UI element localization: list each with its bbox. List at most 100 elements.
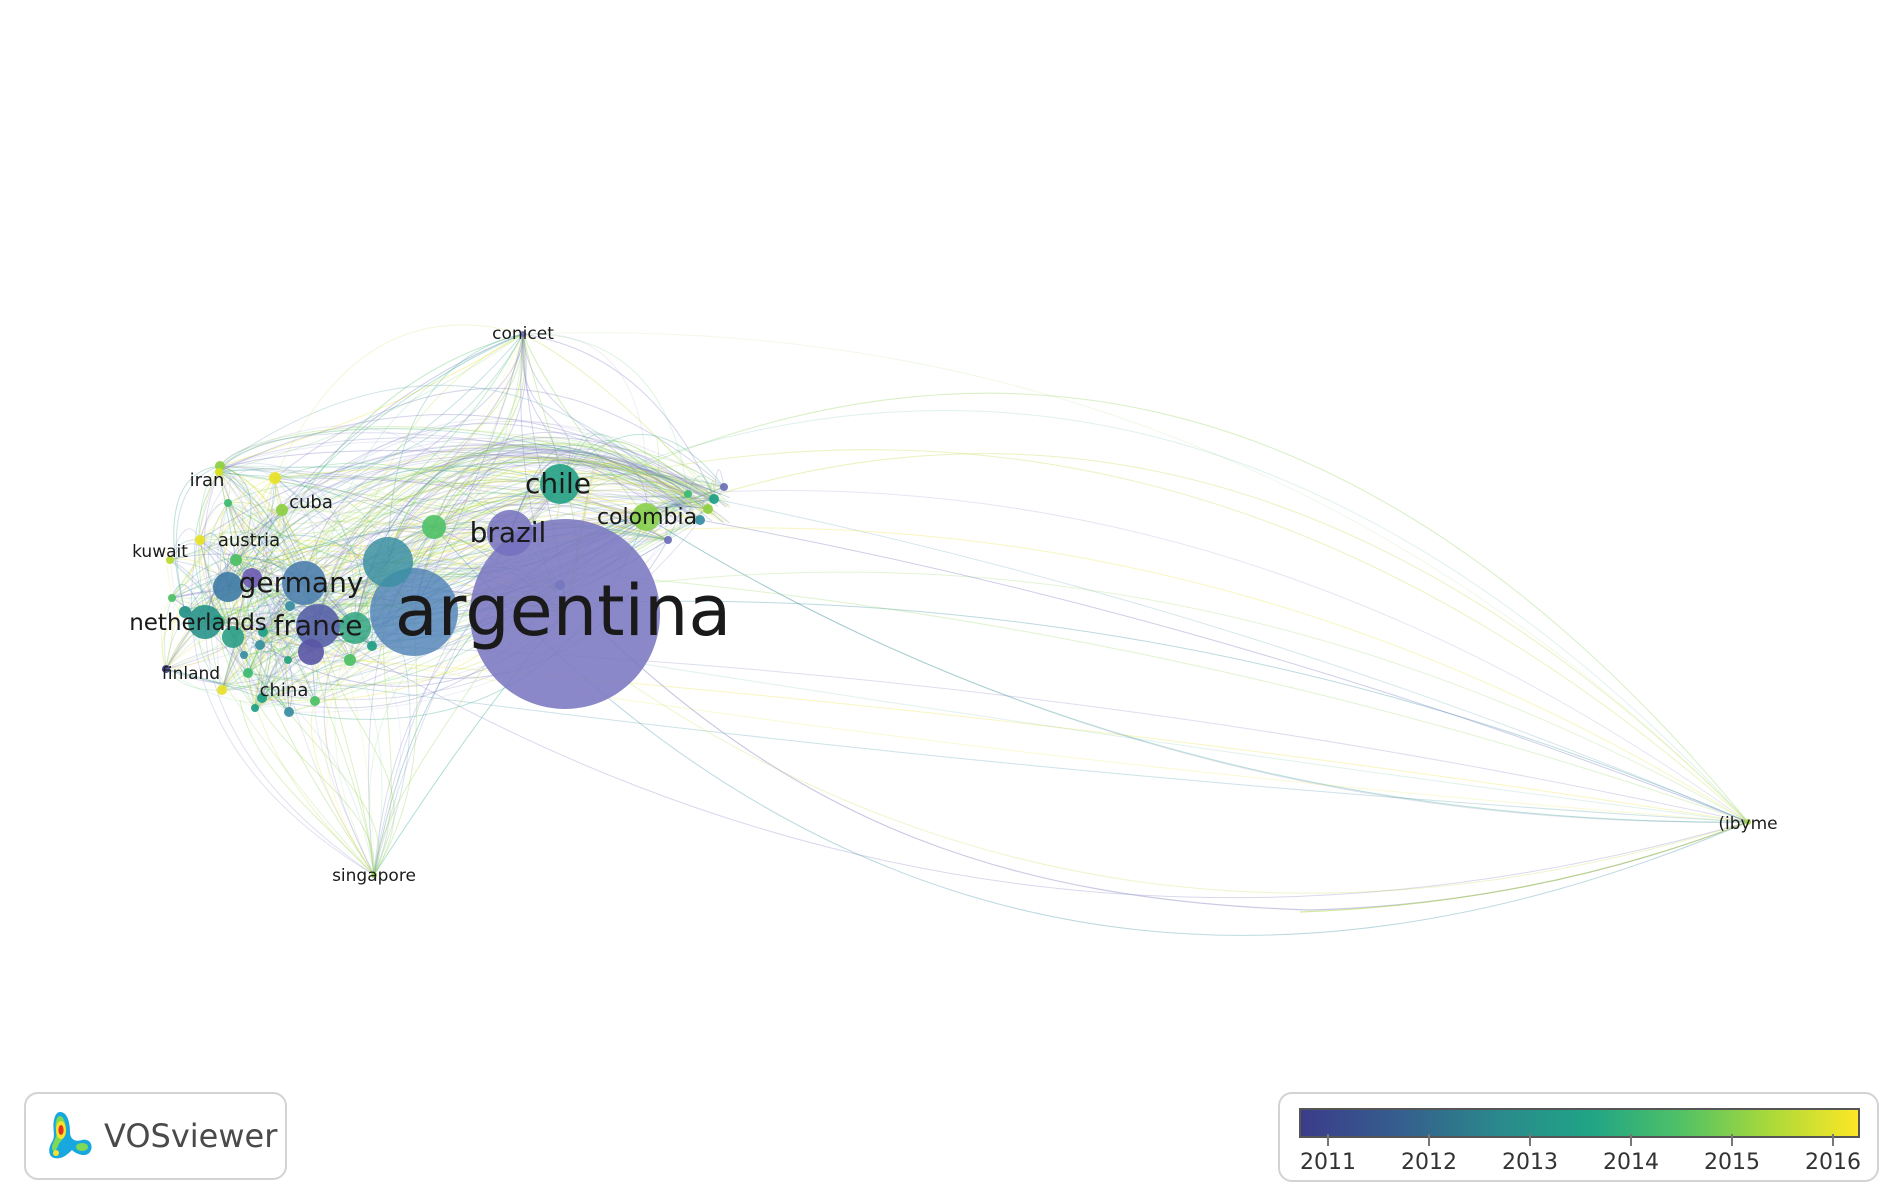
node-colombia[interactable] <box>632 503 660 531</box>
network-node-small[interactable] <box>215 468 223 476</box>
network-node-small[interactable] <box>344 654 356 666</box>
network-link <box>254 509 285 709</box>
network-node-small[interactable] <box>195 535 205 545</box>
network-link <box>317 625 395 876</box>
network-node-small[interactable] <box>284 707 294 717</box>
network-link <box>559 432 698 490</box>
network-node-small[interactable] <box>367 641 377 651</box>
network-node-small[interactable] <box>276 504 288 516</box>
network-link <box>217 621 290 713</box>
network-link <box>387 446 724 563</box>
label-iran: iran <box>190 470 225 491</box>
network-link <box>199 520 435 541</box>
network-link <box>218 450 709 505</box>
node-brazil[interactable] <box>487 510 533 556</box>
node-blue-b[interactable] <box>213 572 243 602</box>
network-link <box>165 550 173 599</box>
network-link <box>289 453 561 607</box>
network-link <box>227 586 375 876</box>
network-link <box>281 509 356 629</box>
network-link <box>413 456 686 613</box>
network-link <box>164 597 173 670</box>
network-node-small[interactable] <box>284 656 292 664</box>
node-chile[interactable] <box>540 464 580 504</box>
network-link <box>171 477 276 599</box>
network-link <box>323 627 375 876</box>
network-node-small[interactable] <box>257 693 267 703</box>
node-france[interactable] <box>296 604 340 648</box>
network-link <box>387 453 699 563</box>
node-purple-d[interactable] <box>242 568 262 588</box>
network-link <box>199 444 715 541</box>
network-node-small[interactable] <box>703 504 713 514</box>
network-link <box>274 324 524 479</box>
network-link <box>310 474 725 653</box>
network-link <box>1299 821 1749 913</box>
network-node-small[interactable] <box>243 668 253 678</box>
network-link <box>413 459 714 613</box>
network-link <box>191 465 375 876</box>
network-node-small[interactable] <box>371 872 377 878</box>
network-link <box>219 465 305 584</box>
network-node-small[interactable] <box>520 331 526 337</box>
network-link <box>220 502 261 646</box>
network-node-small[interactable] <box>224 499 232 507</box>
network-node-small[interactable] <box>269 472 281 484</box>
network-link <box>645 437 729 518</box>
node-layer <box>188 464 660 709</box>
label-argentina: argentina <box>395 570 731 652</box>
network-link <box>217 621 316 702</box>
network-node-small[interactable] <box>664 536 672 544</box>
label-netherlands: netherlands <box>129 610 267 636</box>
node-argentina[interactable] <box>470 519 660 709</box>
network-link <box>247 672 1749 823</box>
node-large-blue[interactable] <box>370 568 458 656</box>
network-link <box>270 477 375 876</box>
network-node-small[interactable] <box>179 606 191 618</box>
network-node-small[interactable] <box>217 685 227 695</box>
network-link <box>199 483 561 541</box>
network-link <box>261 605 300 699</box>
node-netherlands[interactable] <box>188 605 222 639</box>
network-node-small[interactable] <box>166 556 174 564</box>
network-node-small[interactable] <box>162 665 170 673</box>
network-link <box>204 437 701 623</box>
network-node-small[interactable] <box>258 627 268 637</box>
network-node-small[interactable] <box>720 483 728 491</box>
label-france: france <box>274 609 363 642</box>
node-teal-mid[interactable] <box>363 537 413 587</box>
network-link <box>227 465 561 588</box>
network-link <box>161 611 186 670</box>
node-green-a[interactable] <box>422 515 446 539</box>
network-node-small[interactable] <box>240 651 248 659</box>
node-teal-f[interactable] <box>222 626 244 648</box>
network-node-small[interactable] <box>310 696 320 706</box>
network-link <box>184 477 277 613</box>
network-node-small[interactable] <box>230 554 242 566</box>
node-green-e[interactable] <box>339 612 371 644</box>
network-link <box>303 447 682 584</box>
network-node-small[interactable] <box>684 490 692 498</box>
network-link <box>354 333 525 629</box>
network-link <box>219 465 293 661</box>
node-germany[interactable] <box>282 561 326 605</box>
network-link <box>229 333 524 638</box>
network-link <box>204 621 375 876</box>
network-link <box>259 477 276 646</box>
network-node-small[interactable] <box>285 601 295 611</box>
network-link <box>387 436 711 563</box>
network-link <box>169 528 201 561</box>
network-node-small[interactable] <box>1745 819 1751 825</box>
network-node-small[interactable] <box>709 494 719 504</box>
network-node-small[interactable] <box>255 640 265 650</box>
network-node-small[interactable] <box>695 515 705 525</box>
network-node-small[interactable] <box>168 594 176 602</box>
network-link <box>354 518 435 629</box>
network-link <box>287 526 435 661</box>
node-purple-c[interactable] <box>298 639 324 665</box>
network-node-small[interactable] <box>251 704 259 712</box>
network-link <box>218 471 291 607</box>
network-link <box>218 471 435 528</box>
legend-tick <box>1731 1134 1733 1146</box>
